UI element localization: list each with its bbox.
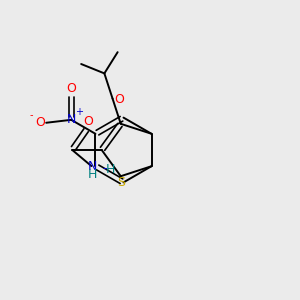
Text: N: N <box>67 113 76 126</box>
Text: S: S <box>117 176 125 189</box>
Text: -: - <box>102 162 107 175</box>
Text: N: N <box>87 160 97 172</box>
Text: O: O <box>114 93 124 106</box>
Text: O: O <box>66 82 76 95</box>
Text: O: O <box>83 115 93 128</box>
Text: H: H <box>87 168 97 182</box>
Text: O: O <box>35 116 45 129</box>
Text: H: H <box>106 163 115 176</box>
Text: +: + <box>75 107 83 118</box>
Text: -: - <box>29 110 33 120</box>
